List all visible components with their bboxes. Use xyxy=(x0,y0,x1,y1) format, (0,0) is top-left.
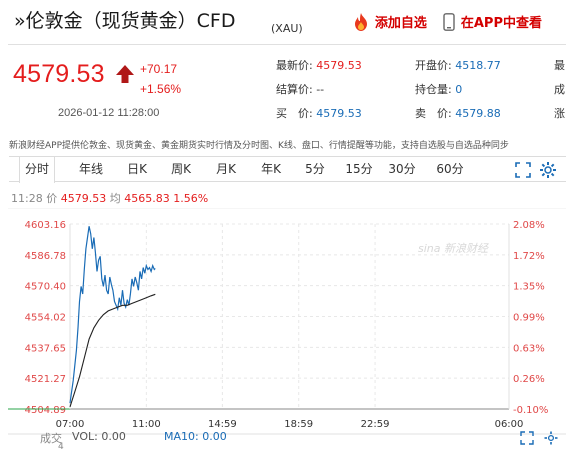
y-tick-right: 0.63% xyxy=(513,343,545,354)
page-title: »伦敦金（现货黄金）CFD xyxy=(14,10,236,32)
x-tick: 06:00 xyxy=(495,419,524,430)
quote-field-label: 持仓量: xyxy=(415,83,452,96)
y-tick-right: 1.35% xyxy=(513,282,545,293)
y-tick-left: 4521.27 xyxy=(25,374,66,385)
x-tick: 22:59 xyxy=(361,419,390,430)
y-tick-left: 4504.89 xyxy=(25,405,66,416)
header-actions: 添加自选 在APP中查看 xyxy=(353,12,542,31)
phone-icon xyxy=(443,12,455,31)
quote-field-label: 卖 价: xyxy=(415,107,452,120)
vol-value: VOL: 0.00 xyxy=(72,430,126,443)
quote-field-label: 最新价: xyxy=(276,59,313,72)
tab-6[interactable]: 年K xyxy=(261,162,281,176)
price-label: 价 xyxy=(46,192,58,205)
tab-9[interactable]: 30分 xyxy=(388,162,416,176)
quote-field-label: 成 xyxy=(554,83,565,96)
chart-tabs: 分时 年线 日K 周K 月K 年K 5分 15分 30分 60分 xyxy=(9,156,566,183)
x-tick: 11:00 xyxy=(132,419,161,430)
crosshair-avg: 4565.83 xyxy=(124,192,170,205)
quote-field-label: 结算价: xyxy=(276,83,313,96)
fire-icon xyxy=(354,12,367,31)
average-line xyxy=(69,293,156,408)
quote-timestamp: 2026-01-12 11:28:00 xyxy=(58,107,160,119)
add-watchlist-label: 添加自选 xyxy=(374,16,427,31)
y-tick-right: 2.08% xyxy=(513,220,545,231)
quote-field: 最新价: 4579.53 xyxy=(276,57,362,73)
tab-1[interactable]: 分时 xyxy=(19,157,55,183)
up-arrow-icon xyxy=(116,65,134,83)
quote-field: 成 xyxy=(554,81,565,97)
header-divider xyxy=(8,44,566,45)
volume-label: 成交 xyxy=(40,432,62,445)
crosshair-time: 11:28 xyxy=(11,192,43,205)
open-app-label: 在APP中查看 xyxy=(460,16,542,31)
quote-field: 最 xyxy=(554,57,565,73)
quote-field: 买 价: 4579.53 xyxy=(276,105,362,121)
volume-tools xyxy=(520,431,558,445)
change-value: +70.17 xyxy=(140,62,178,76)
price-change: +70.17 +1.56% xyxy=(140,59,181,99)
settings-icon[interactable] xyxy=(539,161,557,179)
y-tick-left: 4570.40 xyxy=(25,282,66,293)
quote-field-label: 开盘价: xyxy=(415,59,452,72)
chart-crosshair-info: 11:28 价 4579.53 均 4565.83 1.56% xyxy=(11,190,208,206)
symbol-code: (XAU) xyxy=(271,22,303,35)
x-tick: 18:59 xyxy=(284,419,313,430)
tab-2[interactable]: 年线 xyxy=(78,162,103,176)
x-tick: 07:00 xyxy=(56,419,85,430)
y-tick-left: 4603.16 xyxy=(25,220,66,231)
quote-field-value: 4579.53 xyxy=(312,59,362,72)
fullscreen-icon[interactable] xyxy=(514,161,532,179)
tab-10[interactable]: 60分 xyxy=(436,162,464,176)
watermark: sina 新浪财经 xyxy=(418,242,488,255)
settings-icon[interactable] xyxy=(544,431,558,445)
tab-3[interactable]: 日K xyxy=(127,162,147,176)
tab-5[interactable]: 月K xyxy=(216,162,236,176)
intraday-chart[interactable]: 4603.16 2.08% 4586.78 1.72% 4570.40 1.35% 4554… xyxy=(0,208,566,452)
quote-field-value: 0 xyxy=(451,83,463,96)
quote-field: 持仓量: 0 xyxy=(415,81,462,97)
x-tick: 14:59 xyxy=(208,419,237,430)
last-price: 4579.53 xyxy=(13,60,105,88)
avg-label: 均 xyxy=(109,192,121,205)
quote-field-value: -- xyxy=(312,83,325,96)
quote-field-value: 4518.77 xyxy=(451,59,501,72)
title-bar: »伦敦金（现货黄金）CFD (XAU) 添加自选 在APP中查看 xyxy=(0,0,566,44)
quote-field-value: 4579.88 xyxy=(451,107,501,120)
quote-field: 卖 价: 4579.88 xyxy=(415,105,501,121)
y-tick-right: 0.26% xyxy=(513,374,545,385)
feature-notice: 新浪财经APP提供伦敦金、现货黄金、黄金期货实时行情及分时图、K线、盘口、行情提… xyxy=(9,141,509,151)
open-app-button[interactable]: 在APP中查看 xyxy=(443,12,542,31)
fullscreen-icon[interactable] xyxy=(520,431,534,445)
quote-field-value: 4579.53 xyxy=(312,107,362,120)
y-tick-right: 0.99% xyxy=(513,313,545,324)
y-tick-left: 4554.02 xyxy=(25,313,66,324)
tab-7[interactable]: 5分 xyxy=(305,162,325,176)
quote-field-label: 最 xyxy=(554,59,565,72)
crosshair-price: 4579.53 xyxy=(60,192,107,205)
quote-field: 涨 xyxy=(554,105,565,121)
quote-field-label: 买 价: xyxy=(276,107,313,120)
price-line xyxy=(69,226,156,404)
change-percent: +1.56% xyxy=(140,82,182,96)
quote-field-label: 涨 xyxy=(554,107,565,120)
y-tick-right: 1.72% xyxy=(513,251,545,262)
crosshair-pct: 1.56% xyxy=(173,192,209,205)
add-watchlist-button[interactable]: 添加自选 xyxy=(353,12,427,31)
quote-field: 结算价: -- xyxy=(276,81,324,97)
y-tick-right: -0.10% xyxy=(513,405,548,416)
y-tick-left: 4586.78 xyxy=(25,251,66,262)
y-tick-left: 4537.65 xyxy=(25,343,66,354)
tab-4[interactable]: 周K xyxy=(171,162,191,176)
quote-field: 开盘价: 4518.77 xyxy=(415,57,501,73)
volume-sub: 4 xyxy=(58,442,64,452)
ma10-value: MA10: 0.00 xyxy=(164,430,227,443)
tab-8[interactable]: 15分 xyxy=(345,162,373,176)
